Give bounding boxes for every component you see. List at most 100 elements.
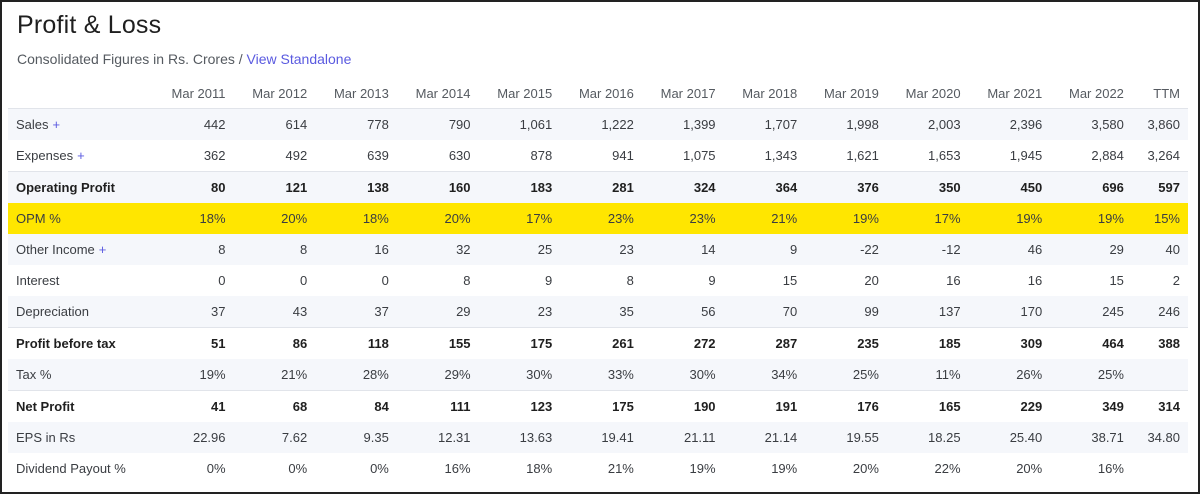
row-label: Tax % bbox=[16, 367, 52, 382]
table-cell: 51 bbox=[152, 327, 234, 359]
expand-plus-icon[interactable]: + bbox=[98, 242, 107, 257]
expand-plus-icon[interactable]: + bbox=[52, 117, 61, 132]
table-cell: 1,653 bbox=[928, 148, 961, 163]
table-row: EPS in Rs 22.96 7.62 9.35 12.31 13.63 19.41 21.… bbox=[8, 422, 1188, 453]
table-cell: 1,075 bbox=[683, 148, 716, 163]
table-cell: 630 bbox=[448, 148, 471, 163]
table-cell: 450 bbox=[968, 171, 1051, 203]
table-cell: 281 bbox=[560, 171, 642, 203]
table-cell: 19% bbox=[771, 461, 798, 476]
table-cell: 0% bbox=[288, 461, 308, 476]
row-label: Operating Profit bbox=[16, 180, 115, 195]
subtitle-text: Consolidated Figures in Rs. Crores bbox=[17, 51, 235, 67]
table-cell: 111 bbox=[396, 390, 479, 422]
table-cell: 790 bbox=[396, 108, 479, 140]
table-cell: 18% bbox=[315, 203, 397, 234]
table-cell: 0% bbox=[206, 461, 226, 476]
table-row: Operating Profit 80 121 138 160 183 281 324 364 3… bbox=[8, 171, 1188, 203]
row-label: Sales bbox=[16, 117, 49, 132]
table-cell: 17% bbox=[478, 203, 561, 234]
table-cell: 18% bbox=[152, 203, 234, 234]
row-label: Other Income bbox=[16, 242, 95, 257]
row-label-cell: Tax % bbox=[8, 359, 153, 391]
table-cell: 349 bbox=[1050, 390, 1132, 422]
table-cell: 19% bbox=[968, 203, 1051, 234]
table-row: Other Income +8 8 16 32 25 23 14 9 -22 -12 46 29 40 bbox=[8, 234, 1188, 265]
table-cell: 3,860 bbox=[1131, 108, 1188, 140]
table-cell: 155 bbox=[396, 327, 479, 359]
table-cell: 21.11 bbox=[641, 422, 724, 453]
table-cell: 0% bbox=[370, 461, 389, 476]
table-cell: 68 bbox=[233, 390, 316, 422]
table-cell: 84 bbox=[315, 390, 397, 422]
row-label: Expenses bbox=[16, 148, 74, 163]
view-standalone-link[interactable]: View Standalone bbox=[246, 51, 352, 67]
table-cell: 22.96 bbox=[152, 422, 234, 453]
table-cell: 229 bbox=[968, 390, 1051, 422]
table-cell: 20% bbox=[1016, 461, 1043, 476]
table-cell: 86 bbox=[233, 327, 316, 359]
table-cell: 15 bbox=[1109, 273, 1124, 288]
table-cell: 309 bbox=[968, 327, 1051, 359]
table-cell: 19% bbox=[805, 203, 887, 234]
table-cell: 2 bbox=[1172, 273, 1180, 288]
column-header: Mar 2022 bbox=[1050, 78, 1132, 109]
table-cell: 1,343 bbox=[764, 148, 798, 163]
table-cell: 0 bbox=[299, 273, 308, 288]
row-label-cell: OPM % bbox=[8, 203, 153, 234]
table-cell: 175 bbox=[478, 327, 561, 359]
table-cell: 2,884 bbox=[1091, 148, 1124, 163]
table-cell: 696 bbox=[1050, 171, 1132, 203]
table-cell: 99 bbox=[805, 296, 887, 328]
table-cell: 314 bbox=[1131, 390, 1188, 422]
table-cell: 23% bbox=[560, 203, 642, 234]
table-cell: 30% bbox=[641, 359, 724, 391]
row-label: Interest bbox=[16, 273, 60, 288]
table-cell: 20% bbox=[852, 461, 879, 476]
row-label-cell: EPS in Rs bbox=[8, 422, 153, 453]
table-cell: 324 bbox=[641, 171, 724, 203]
table-cell: 19% bbox=[152, 359, 234, 391]
row-label-cell: Interest bbox=[8, 265, 153, 296]
row-label-cell[interactable]: Sales + bbox=[8, 108, 153, 140]
subtitle: Consolidated Figures in Rs. Crores / Vie… bbox=[17, 51, 351, 67]
column-header: TTM bbox=[1131, 78, 1188, 109]
table-cell: 16 bbox=[946, 273, 961, 288]
table-cell: 0 bbox=[218, 273, 226, 288]
expand-plus-icon[interactable]: + bbox=[77, 148, 85, 163]
row-label-cell[interactable]: Other Income + bbox=[8, 234, 153, 265]
table-row: Sales +442 614 778 790 1,061 1,222 1,399 1,707 1,… bbox=[8, 108, 1188, 140]
table-row: Interest 0 0 0 8 9 8 9 15 20 16 16 15 2 bbox=[8, 265, 1188, 296]
table-cell: 16 bbox=[1027, 273, 1043, 288]
table-cell: 878 bbox=[530, 148, 553, 163]
row-label-cell: Depreciation bbox=[8, 296, 153, 328]
table-cell: 9.35 bbox=[315, 422, 397, 453]
table-cell: 25% bbox=[805, 359, 887, 391]
column-header: Mar 2020 bbox=[886, 78, 969, 109]
table-cell: 19.55 bbox=[805, 422, 887, 453]
table-cell: 492 bbox=[285, 148, 308, 163]
column-header: Mar 2021 bbox=[968, 78, 1051, 109]
table-cell: 19.41 bbox=[560, 422, 642, 453]
table-cell: 23% bbox=[641, 203, 724, 234]
row-label-header bbox=[8, 78, 153, 109]
row-label: Profit before tax bbox=[16, 336, 116, 351]
table-cell: 170 bbox=[968, 296, 1051, 328]
table-cell: 376 bbox=[805, 171, 887, 203]
row-label-cell[interactable]: Expenses + bbox=[8, 140, 153, 172]
table-cell: 20% bbox=[396, 203, 479, 234]
table-cell: 160 bbox=[396, 171, 479, 203]
table-cell: 11% bbox=[886, 359, 969, 391]
table-row: Expenses +362 492 639 630 878 941 1,075 1,343 1,6… bbox=[8, 140, 1188, 172]
table-cell: 40 bbox=[1131, 234, 1188, 265]
table-cell: 30% bbox=[478, 359, 561, 391]
table-cell: 176 bbox=[805, 390, 887, 422]
table-cell: 21% bbox=[607, 461, 634, 476]
table-cell: 34.80 bbox=[1131, 422, 1188, 453]
row-label: Dividend Payout % bbox=[16, 461, 126, 476]
table-cell: 442 bbox=[152, 108, 234, 140]
table-cell: 137 bbox=[886, 296, 969, 328]
table-cell: 1,707 bbox=[723, 108, 806, 140]
table-cell: 16 bbox=[315, 234, 397, 265]
table-cell: 1,945 bbox=[1009, 148, 1043, 163]
